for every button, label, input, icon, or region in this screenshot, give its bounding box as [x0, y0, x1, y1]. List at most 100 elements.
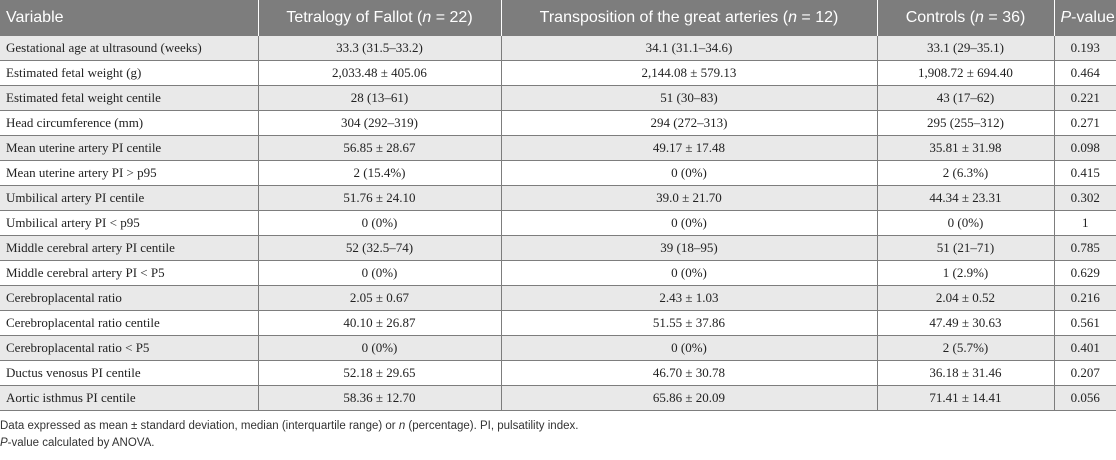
footnote-abbreviations: Data expressed as mean ± standard deviat…	[0, 418, 1110, 435]
header-tga-label: Transposition of the great arteries	[539, 9, 779, 26]
header-p-value: P-value	[1054, 0, 1116, 36]
header-controls-n-value: = 36)	[983, 9, 1026, 26]
table-row: Mean uterine artery PI > p95 2 (15.4%) 0 (…	[0, 160, 1116, 186]
cell-variable: Head circumference (mm)	[0, 110, 259, 136]
cell-controls: 2 (6.3%)	[877, 160, 1055, 186]
cell-p-value: 0.415	[1054, 160, 1116, 186]
header-p-rest: -value	[1071, 9, 1115, 26]
cell-p-value: 0.056	[1054, 385, 1116, 411]
cell-tetralogy-of-fallot: 40.10 ± 26.87	[258, 310, 502, 336]
cell-controls: 2.04 ± 0.52	[877, 285, 1055, 311]
cell-transposition: 0 (0%)	[501, 210, 878, 236]
cell-transposition: 0 (0%)	[501, 260, 878, 286]
header-variable: Variable	[0, 0, 259, 36]
table-row: Cerebroplacental ratio < P5 0 (0%) 0 (0%) 2…	[0, 335, 1116, 361]
cell-tetralogy-of-fallot: 304 (292–319)	[258, 110, 502, 136]
cell-p-value: 0.207	[1054, 360, 1116, 386]
cell-tetralogy-of-fallot: 2,033.48 ± 405.06	[258, 60, 502, 86]
cell-tetralogy-of-fallot: 52.18 ± 29.65	[258, 360, 502, 386]
cell-variable: Gestational age at ultrasound (weeks)	[0, 36, 259, 61]
table-row: Mean uterine artery PI centile 56.85 ± 28…	[0, 135, 1116, 161]
header-tga-n-prefix: (	[778, 9, 789, 26]
cell-variable: Middle cerebral artery PI < P5	[0, 260, 259, 286]
footnote-1-b: (percentage). PI, pulsatility index.	[405, 420, 579, 432]
cell-controls: 51 (21–71)	[877, 235, 1055, 261]
header-tetralogy-of-fallot: Tetralogy of Fallot (n = 22)	[258, 0, 502, 36]
cell-variable: Mean uterine artery PI centile	[0, 135, 259, 161]
header-p-italic: P	[1060, 9, 1072, 26]
footnote-1-n: n	[398, 420, 406, 432]
cell-controls: 1 (2.9%)	[877, 260, 1055, 286]
cell-p-value: 0.401	[1054, 335, 1116, 361]
cell-tetralogy-of-fallot: 58.36 ± 12.70	[258, 385, 502, 411]
header-tof-n-value: = 22)	[431, 9, 473, 26]
cell-transposition: 46.70 ± 30.78	[501, 360, 878, 386]
cell-p-value: 0.785	[1054, 235, 1116, 261]
cell-variable: Umbilical artery PI < p95	[0, 210, 259, 236]
cell-tetralogy-of-fallot: 56.85 ± 28.67	[258, 135, 502, 161]
header-tga-n-value: = 12)	[796, 9, 839, 26]
cell-controls: 1,908.72 ± 694.40	[877, 60, 1055, 86]
data-table: Variable Tetralogy of Fallot (n = 22) Tr…	[0, 0, 1116, 411]
cell-tetralogy-of-fallot: 28 (13–61)	[258, 85, 502, 111]
cell-controls: 0 (0%)	[877, 210, 1055, 236]
table-row: Ductus venosus PI centile 52.18 ± 29.65 46…	[0, 360, 1116, 386]
header-tga-n: n	[788, 9, 797, 26]
table-row: Aortic isthmus PI centile 58.36 ± 12.70 65…	[0, 385, 1116, 411]
cell-tetralogy-of-fallot: 52 (32.5–74)	[258, 235, 502, 261]
cell-controls: 2 (5.7%)	[877, 335, 1055, 361]
table-footnotes: Data expressed as mean ± standard deviat…	[0, 418, 1110, 452]
header-controls-n: n	[975, 9, 984, 26]
cell-variable: Aortic isthmus PI centile	[0, 385, 259, 411]
cell-controls: 35.81 ± 31.98	[877, 135, 1055, 161]
cell-controls: 44.34 ± 23.31	[877, 185, 1055, 211]
footnote-1-a: Data expressed as mean ± standard deviat…	[0, 420, 399, 432]
cell-p-value: 0.561	[1054, 310, 1116, 336]
table-row: Umbilical artery PI < p95 0 (0%) 0 (0%) 0 (…	[0, 210, 1116, 236]
cell-p-value: 0.216	[1054, 285, 1116, 311]
cell-tetralogy-of-fallot: 0 (0%)	[258, 260, 502, 286]
table-row: Estimated fetal weight centile 28 (13–61)…	[0, 85, 1116, 111]
cell-transposition: 0 (0%)	[501, 160, 878, 186]
cell-p-value: 0.629	[1054, 260, 1116, 286]
cell-controls: 36.18 ± 31.46	[877, 360, 1055, 386]
table-header: Variable Tetralogy of Fallot (n = 22) Tr…	[0, 0, 1116, 36]
cell-p-value: 0.193	[1054, 36, 1116, 61]
header-transposition: Transposition of the great arteries (n =…	[501, 0, 878, 36]
cell-variable: Estimated fetal weight centile	[0, 85, 259, 111]
cell-p-value: 0.302	[1054, 185, 1116, 211]
table-row: Estimated fetal weight (g) 2,033.48 ± 405…	[0, 60, 1116, 86]
cell-transposition: 0 (0%)	[501, 335, 878, 361]
cell-tetralogy-of-fallot: 51.76 ± 24.10	[258, 185, 502, 211]
cell-transposition: 51 (30–83)	[501, 85, 878, 111]
cell-p-value: 1	[1054, 210, 1116, 236]
cell-controls: 295 (255–312)	[877, 110, 1055, 136]
cell-tetralogy-of-fallot: 2 (15.4%)	[258, 160, 502, 186]
cell-transposition: 39 (18–95)	[501, 235, 878, 261]
header-tof-n-prefix: (	[412, 9, 423, 26]
cell-transposition: 39.0 ± 21.70	[501, 185, 878, 211]
cell-p-value: 0.271	[1054, 110, 1116, 136]
cell-transposition: 2.43 ± 1.03	[501, 285, 878, 311]
header-controls-label: Controls	[905, 9, 966, 26]
cell-variable: Cerebroplacental ratio < P5	[0, 335, 259, 361]
cell-variable: Umbilical artery PI centile	[0, 185, 259, 211]
cell-variable: Ductus venosus PI centile	[0, 360, 259, 386]
data-table-container: Variable Tetralogy of Fallot (n = 22) Tr…	[0, 0, 1116, 411]
cell-variable: Estimated fetal weight (g)	[0, 60, 259, 86]
cell-controls: 71.41 ± 14.41	[877, 385, 1055, 411]
cell-transposition: 34.1 (31.1–34.6)	[501, 36, 878, 61]
cell-controls: 33.1 (29–35.1)	[877, 36, 1055, 61]
cell-p-value: 0.098	[1054, 135, 1116, 161]
header-controls: Controls (n = 36)	[877, 0, 1055, 36]
cell-variable: Middle cerebral artery PI centile	[0, 235, 259, 261]
cell-p-value: 0.221	[1054, 85, 1116, 111]
cell-tetralogy-of-fallot: 2.05 ± 0.67	[258, 285, 502, 311]
cell-transposition: 49.17 ± 17.48	[501, 135, 878, 161]
table-row: Middle cerebral artery PI < P5 0 (0%) 0 (0…	[0, 260, 1116, 286]
footnote-anova: P-value calculated by ANOVA.	[0, 435, 1110, 452]
cell-transposition: 294 (272–313)	[501, 110, 878, 136]
header-controls-n-prefix: (	[965, 9, 976, 26]
cell-transposition: 51.55 ± 37.86	[501, 310, 878, 336]
table-row: Umbilical artery PI centile 51.76 ± 24.10…	[0, 185, 1116, 211]
